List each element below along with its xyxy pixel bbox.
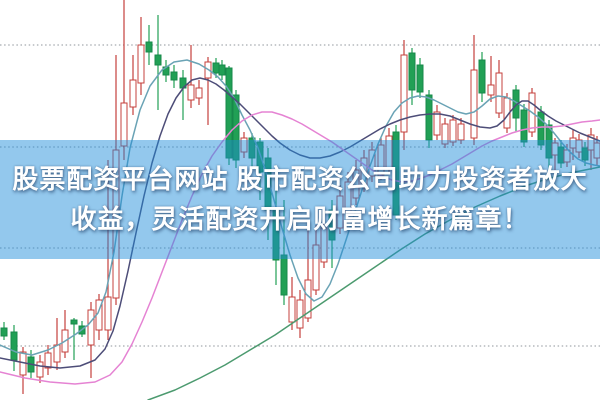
- candle-body: [240, 137, 248, 153]
- headline-line-2: 收益，灵活配资开启财富增长新篇章！: [70, 204, 530, 234]
- candle-body: [36, 361, 44, 378]
- candle-body: [137, 44, 145, 84]
- candle-body: [225, 67, 233, 159]
- candle-body: [120, 102, 128, 147]
- candle-body: [478, 59, 486, 94]
- candle-body: [145, 41, 153, 53]
- candle-body: [87, 309, 95, 346]
- candle-body: [256, 141, 264, 173]
- candle-body: [232, 94, 240, 161]
- candle-body: [112, 149, 120, 299]
- candle-body: [581, 147, 589, 161]
- candle-body: [248, 137, 256, 159]
- candle-body: [312, 244, 320, 291]
- candle-body: [545, 124, 553, 159]
- candle-body: [457, 123, 465, 141]
- candle-body: [129, 79, 137, 108]
- candle-body: [385, 135, 393, 169]
- candle-body: [495, 72, 503, 114]
- candle-body: [441, 123, 449, 145]
- candle-body: [433, 111, 441, 136]
- candle-body: [344, 181, 352, 213]
- candle-body: [212, 62, 220, 74]
- ma-longest-green: [147, 166, 600, 400]
- candle-body: [320, 227, 328, 263]
- candle-body: [575, 139, 583, 153]
- candle-body: [53, 344, 61, 363]
- candle-body: [218, 64, 226, 76]
- candle-body: [10, 331, 18, 361]
- candle-body: [154, 54, 162, 66]
- candle-body: [449, 119, 457, 143]
- candle-body: [416, 64, 424, 93]
- candle-body: [425, 94, 433, 141]
- candle-body: [170, 71, 178, 81]
- candle-body: [408, 52, 416, 91]
- ma-medium-slate: [0, 77, 600, 369]
- ma-long-magenta: [0, 111, 600, 385]
- headline-line-1: 股票配资平台网站 股市配资公司助力投资者放大: [12, 163, 588, 194]
- candle-body: [470, 69, 478, 139]
- candle-body: [195, 87, 203, 99]
- candle-body: [487, 84, 495, 96]
- candle-body: [288, 296, 296, 323]
- candle-body: [70, 319, 78, 325]
- headline-banner: 股票配资平台网站 股市配资公司助力投资者放大 收益，灵活配资开启财富增长新篇章！: [0, 140, 600, 259]
- candle-body: [352, 169, 360, 199]
- candle-body: [264, 157, 272, 211]
- candle-body: [368, 149, 376, 177]
- candle-body: [593, 142, 600, 159]
- candle-body: [104, 296, 112, 331]
- candle-body: [280, 254, 288, 296]
- candle-body: [328, 209, 336, 241]
- candle-body: [44, 352, 52, 369]
- candle-body: [563, 149, 571, 163]
- candle-body: [296, 299, 304, 329]
- candle-body: [187, 84, 195, 101]
- ma-short-teal: [0, 59, 600, 356]
- candle-body: [336, 195, 344, 229]
- candle-body: [392, 131, 400, 216]
- candle-body: [537, 111, 545, 146]
- candle-body: [520, 109, 528, 143]
- candle-body: [272, 209, 280, 261]
- candle-body: [400, 54, 408, 133]
- candle-body: [0, 327, 8, 337]
